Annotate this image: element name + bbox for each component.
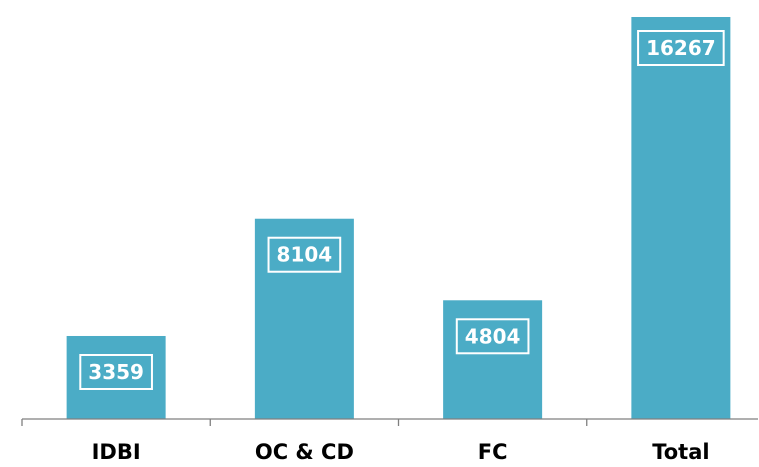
x-axis-ticks bbox=[21, 419, 588, 426]
data-labels-group: 3359 8104 4804 16267 bbox=[79, 30, 725, 390]
data-label-box bbox=[79, 353, 153, 390]
data-label-total: 16267 bbox=[646, 36, 716, 60]
x-tick-labels-group: IDBI OC & CD FC Total bbox=[92, 440, 710, 464]
data-label-oc-cd: 8104 bbox=[277, 243, 333, 267]
x-tick-label-fc: FC bbox=[478, 440, 508, 464]
data-label-fc: 4804 bbox=[465, 324, 521, 348]
data-label-box bbox=[455, 318, 530, 355]
bars-group bbox=[66, 17, 731, 419]
x-tick-label-total: Total bbox=[652, 440, 709, 464]
x-tick-label-oc-cd: OC & CD bbox=[255, 440, 354, 464]
x-tick-label-idbi: IDBI bbox=[92, 440, 141, 464]
data-label-box bbox=[267, 236, 342, 273]
data-label-idbi: 3359 bbox=[88, 360, 144, 384]
bar-idbi bbox=[66, 335, 166, 419]
bar-fc bbox=[443, 300, 543, 419]
data-label-box bbox=[637, 30, 725, 66]
bar-total bbox=[631, 17, 731, 419]
bar-oc-cd bbox=[254, 218, 354, 419]
